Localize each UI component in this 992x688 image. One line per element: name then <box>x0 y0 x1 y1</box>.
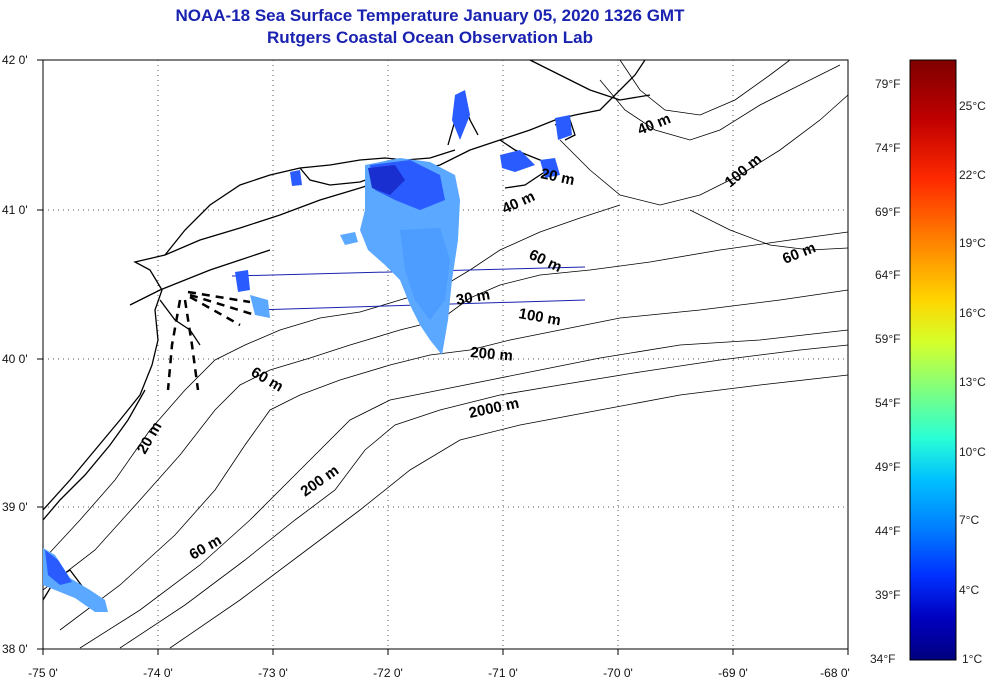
x-tick-label: -70 0' <box>603 666 633 680</box>
colorbar-f-label: 34°F <box>870 652 896 666</box>
colorbar-f-label: 79°F <box>875 77 901 91</box>
map-subtitle: Rutgers Coastal Ocean Observation Lab <box>267 28 593 47</box>
contour-label: 200 m <box>470 344 514 365</box>
sst-patches <box>43 90 572 612</box>
shipping-lanes <box>166 290 256 391</box>
y-tick-label: 40 0' <box>2 352 28 366</box>
contour-label: 30 m <box>455 286 492 309</box>
x-tick-label: -72 0' <box>373 666 403 680</box>
colorbar-f-label: 74°F <box>875 141 901 155</box>
colorbar-c-label: 1°C <box>962 652 983 666</box>
colorbar-f-label: 44°F <box>875 524 901 538</box>
colorbar-f-label: 49°F <box>875 460 901 474</box>
colorbar-c-label: 4°C <box>959 583 980 597</box>
x-tick-label: -74 0' <box>143 666 173 680</box>
colorbar-c-label: 22°C <box>959 168 986 182</box>
colorbar <box>909 59 957 661</box>
x-tick-label: -69 0' <box>718 666 748 680</box>
x-tick-label: -73 0' <box>258 666 288 680</box>
map-title: NOAA-18 Sea Surface Temperature January … <box>175 6 685 25</box>
colorbar-c-label: 10°C <box>959 445 986 459</box>
tick-marks <box>37 59 849 655</box>
y-tick-label: 38 0' <box>2 642 28 656</box>
x-tick-label: -68 0' <box>820 666 850 680</box>
colorbar-c-label: 16°C <box>959 306 986 320</box>
colorbar-c-label: 7°C <box>959 513 980 527</box>
map-frame <box>42 59 849 650</box>
colorbar-c-label: 13°C <box>959 375 986 389</box>
colorbar-f-label: 64°F <box>875 268 901 282</box>
bathymetry-contours <box>42 59 849 649</box>
colorbar-c-label: 25°C <box>959 99 986 113</box>
contour-label: 20 m <box>539 165 576 189</box>
x-tick-label: -71 0' <box>488 666 518 680</box>
y-tick-label: 41 0' <box>2 203 28 217</box>
y-tick-label: 39 0' <box>2 500 28 514</box>
colorbar-f-label: 59°F <box>875 332 901 346</box>
y-tick-label: 42 0' <box>2 53 28 67</box>
x-tick-label: -75 0' <box>28 666 58 680</box>
colorbar-f-label: 69°F <box>875 205 901 219</box>
colorbar-c-label: 19°C <box>959 236 986 250</box>
colorbar-f-label: 54°F <box>875 396 901 410</box>
colorbar-f-label: 39°F <box>875 588 901 602</box>
